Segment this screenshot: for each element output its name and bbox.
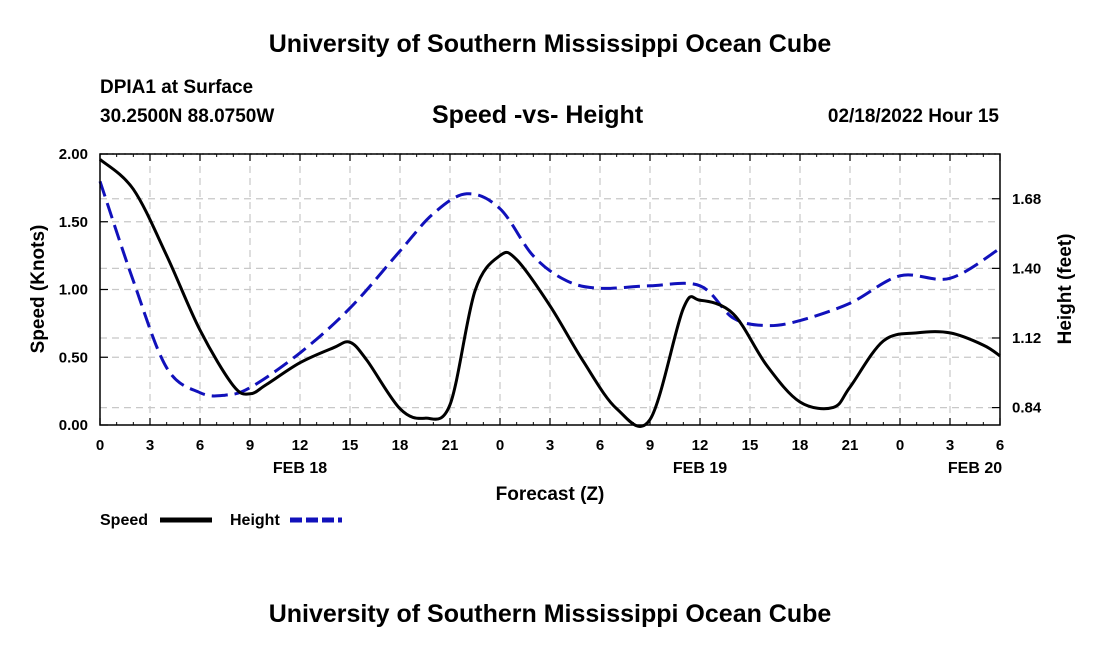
y-tick-label-left: 0.00: [59, 417, 88, 434]
y-tick-label-right: 1.12: [1012, 330, 1041, 347]
y-tick-label-left: 1.50: [59, 214, 88, 231]
date-label: FEB 20: [948, 460, 1002, 477]
y-axis-label-right: Height (feet): [1055, 234, 1076, 345]
x-tick-label: 3: [146, 437, 154, 454]
grid-layer: [100, 153, 1000, 425]
series-layer: [98, 158, 1001, 428]
y-tick-label-right: 1.68: [1012, 191, 1041, 208]
x-tick-label: 9: [246, 437, 254, 454]
x-tick-label: 0: [96, 437, 104, 454]
x-tick-label: 9: [646, 437, 654, 454]
x-tick-label: 0: [496, 437, 504, 454]
main-title: University of Southern Mississippi Ocean…: [268, 30, 832, 58]
x-tick-label: 12: [292, 437, 309, 454]
x-tick-label: 6: [996, 437, 1004, 454]
series-line-height: [98, 180, 1001, 398]
y-tick-label-left: 0.50: [59, 349, 88, 366]
y-tick-label-left: 2.00: [59, 146, 88, 163]
x-tick-label: 21: [842, 437, 859, 454]
x-tick-label: 21: [442, 437, 459, 454]
x-tick-label: 3: [546, 437, 554, 454]
x-tick-label: 18: [792, 437, 809, 454]
date-label: FEB 19: [673, 460, 727, 477]
x-tick-label: 18: [392, 437, 409, 454]
footer-title: University of Southern Mississippi Ocean…: [268, 600, 832, 628]
x-tick-label: 12: [692, 437, 709, 454]
x-tick-label: 3: [946, 437, 954, 454]
tick-layer: 0 3 6 9 12 15 18 21 0 3 6 9 12 15 18 21 0 3 6 FEB 18 FEB 19 F…: [59, 146, 1042, 477]
chart-title: Speed -vs- Height: [432, 101, 644, 129]
y-axis-label-left: Speed (Knots): [28, 225, 49, 354]
y-tick-label-right: 1.40: [1012, 260, 1041, 277]
legend-label-speed: Speed: [100, 512, 148, 529]
series-line-speed: [99, 158, 1001, 428]
y-tick-label-right: 0.84: [1012, 400, 1042, 417]
x-tick-label: 15: [742, 437, 759, 454]
datetime-label: 02/18/2022 Hour 15: [827, 106, 999, 127]
legend-label-height: Height: [230, 512, 280, 529]
legend: Speed Height: [100, 512, 342, 529]
date-label: FEB 18: [273, 460, 327, 477]
x-tick-label: 6: [596, 437, 604, 454]
coordinates-label: 30.2500N 88.0750W: [100, 106, 275, 127]
station-label: DPIA1 at Surface: [100, 77, 254, 98]
x-axis-label: Forecast (Z): [496, 484, 605, 505]
x-tick-label: 0: [896, 437, 904, 454]
x-tick-label: 15: [342, 437, 359, 454]
x-tick-label: 6: [196, 437, 204, 454]
y-tick-label-left: 1.00: [59, 282, 88, 299]
